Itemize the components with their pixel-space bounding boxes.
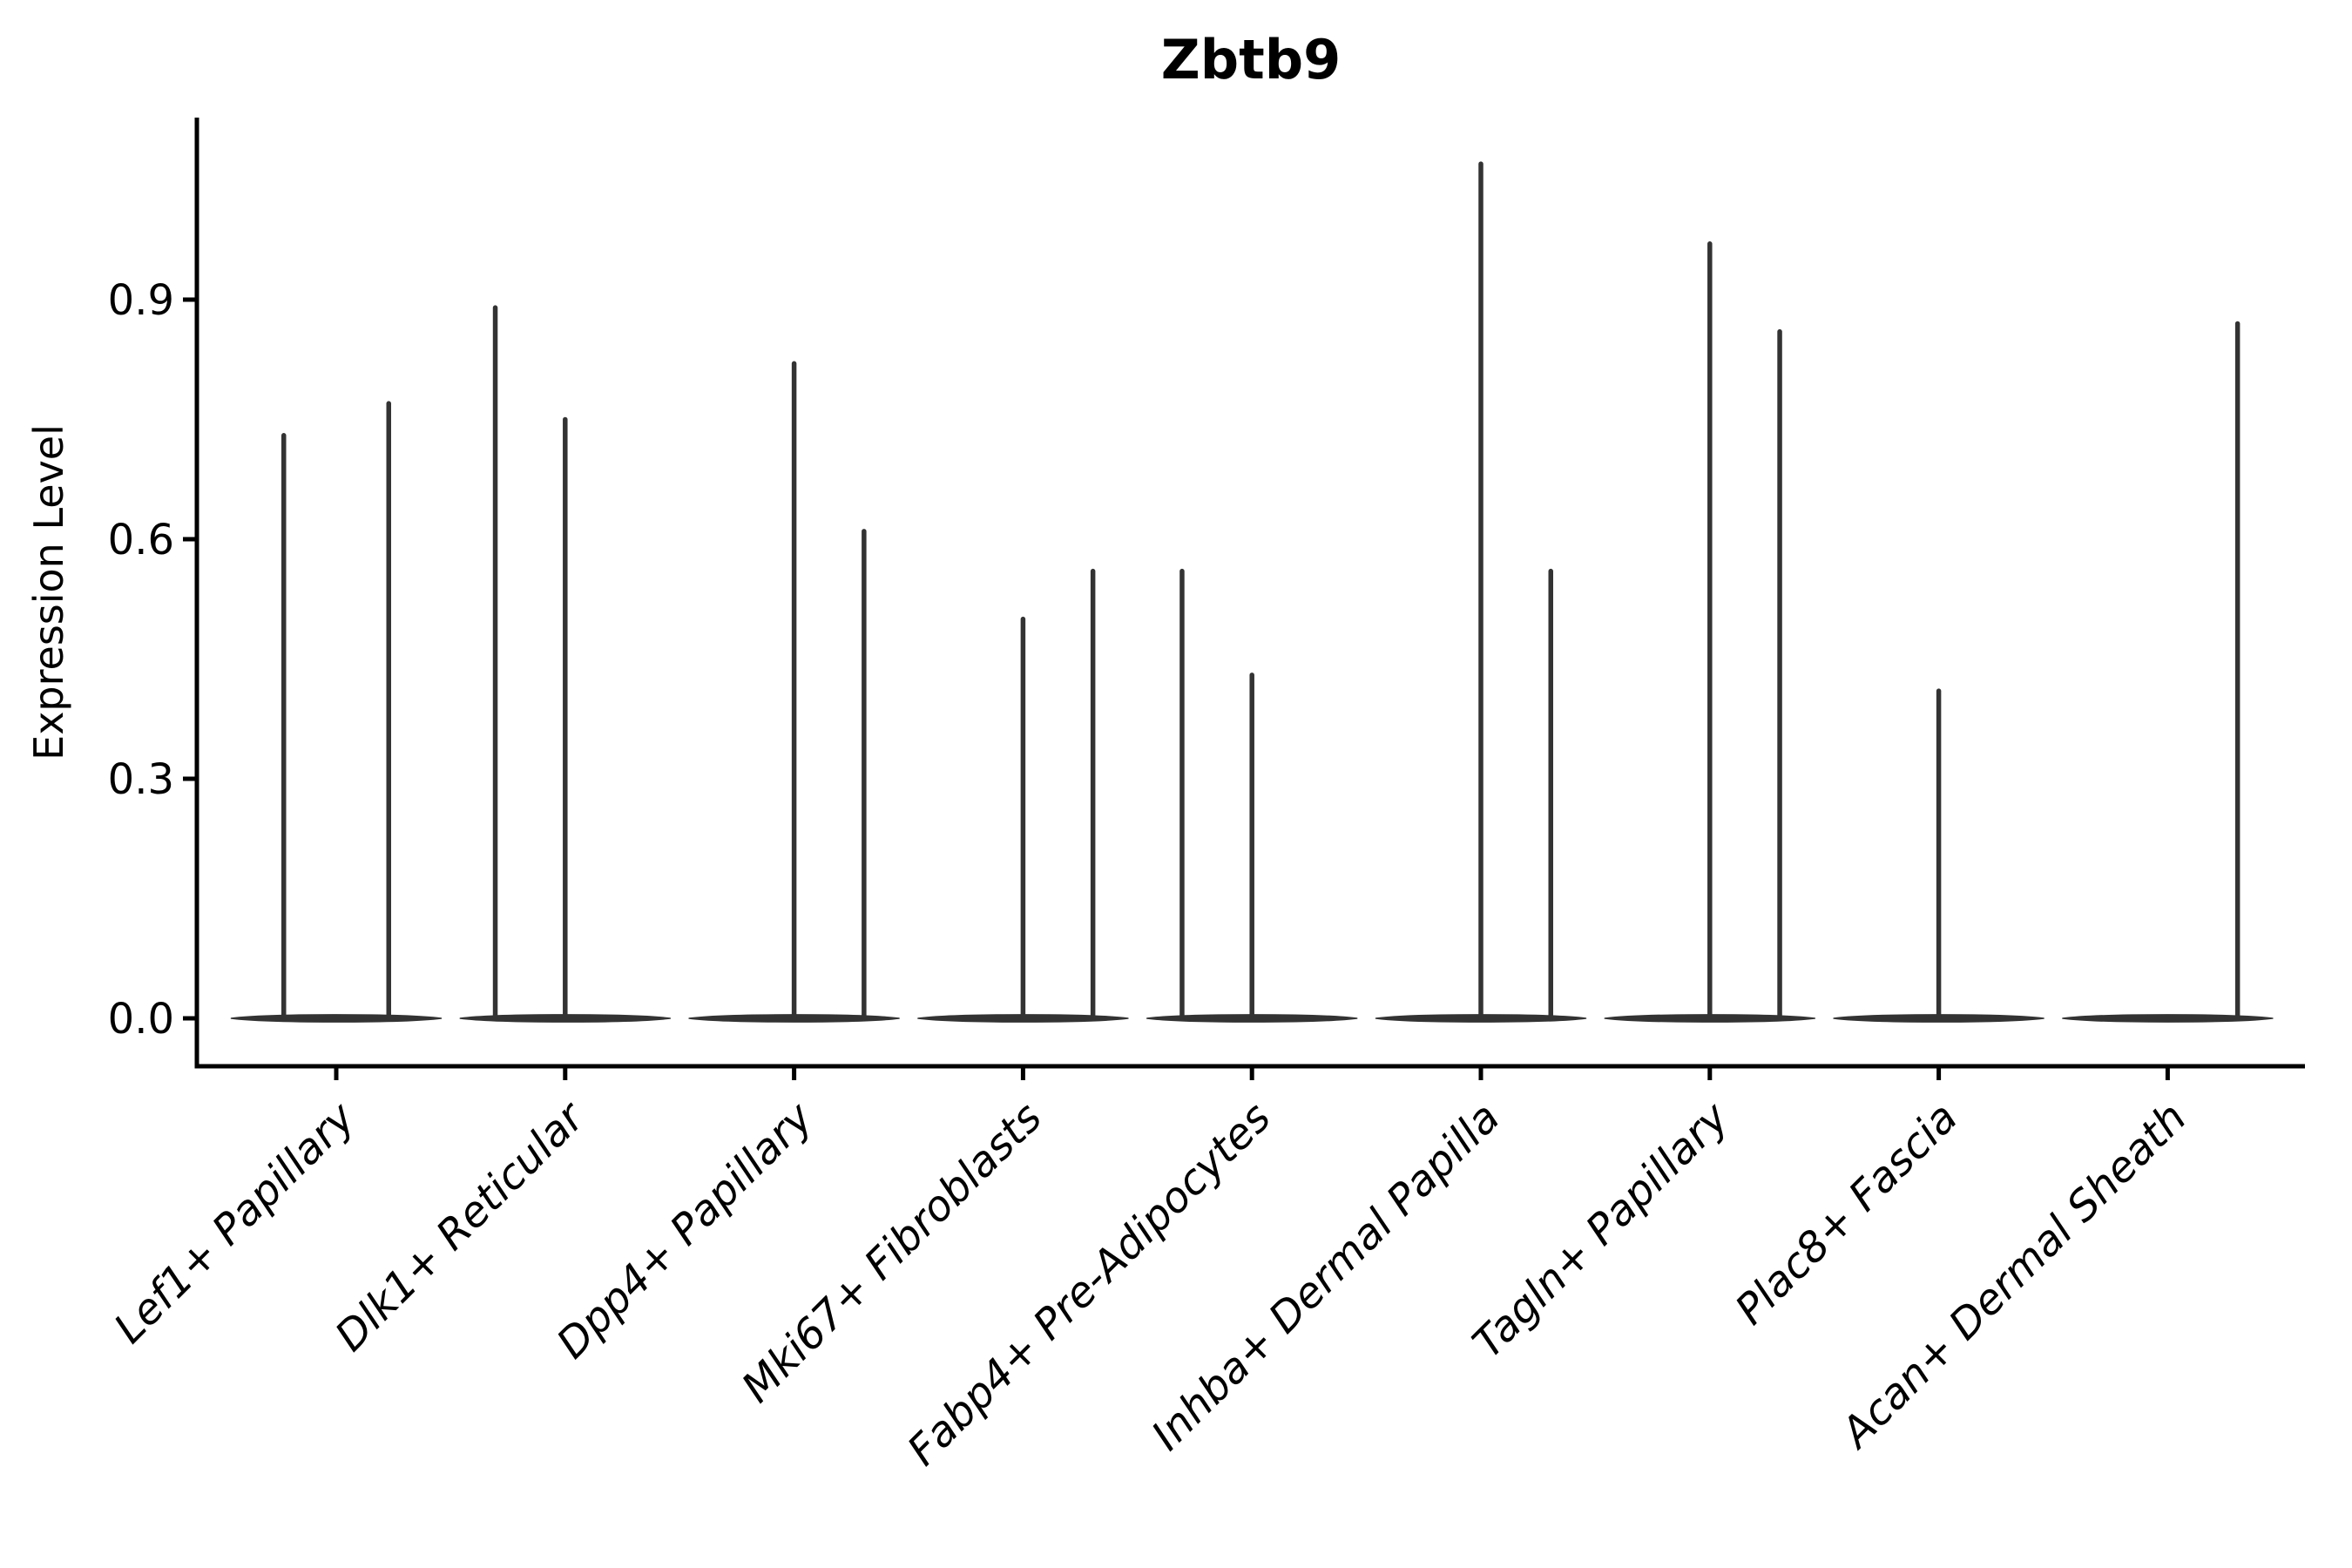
y-tick-label: 0.0 xyxy=(108,995,174,1044)
violin-baseline xyxy=(230,1014,443,1023)
x-tick-label: Fabp4+ Pre-Adipocytes xyxy=(898,1093,1281,1476)
y-tick-label: 0.9 xyxy=(108,276,174,325)
violin-group xyxy=(2062,321,2274,1023)
y-tick-label: 0.3 xyxy=(108,755,174,804)
x-tick-label: Dlk1+ Reticular xyxy=(326,1092,596,1362)
x-tick-label: Dpp4+ Papillary xyxy=(547,1092,822,1368)
x-tick-label: Tagln+ Papillary xyxy=(1463,1092,1739,1368)
violin-group xyxy=(459,305,672,1023)
violin-group xyxy=(1833,688,2044,1023)
violin-baseline xyxy=(2062,1014,2274,1023)
violin-group xyxy=(1146,568,1358,1023)
violin-group xyxy=(230,401,443,1023)
chart-title: Zbtb9 xyxy=(1161,28,1342,91)
x-tick-label: Plac8+ Fascia xyxy=(1726,1093,1967,1335)
violin-group xyxy=(917,568,1129,1023)
violin-group xyxy=(688,361,900,1023)
violin-group xyxy=(1375,161,1587,1023)
x-tick-label: Lef1+ Papillary xyxy=(105,1092,365,1353)
y-tick-label: 0.6 xyxy=(108,516,174,564)
violins xyxy=(230,161,2274,1023)
violin-group xyxy=(1604,241,1816,1023)
y-axis-title: Expression Level xyxy=(25,424,72,760)
y-ticks: 0.0 0.3 0.6 0.9 xyxy=(108,276,197,1044)
